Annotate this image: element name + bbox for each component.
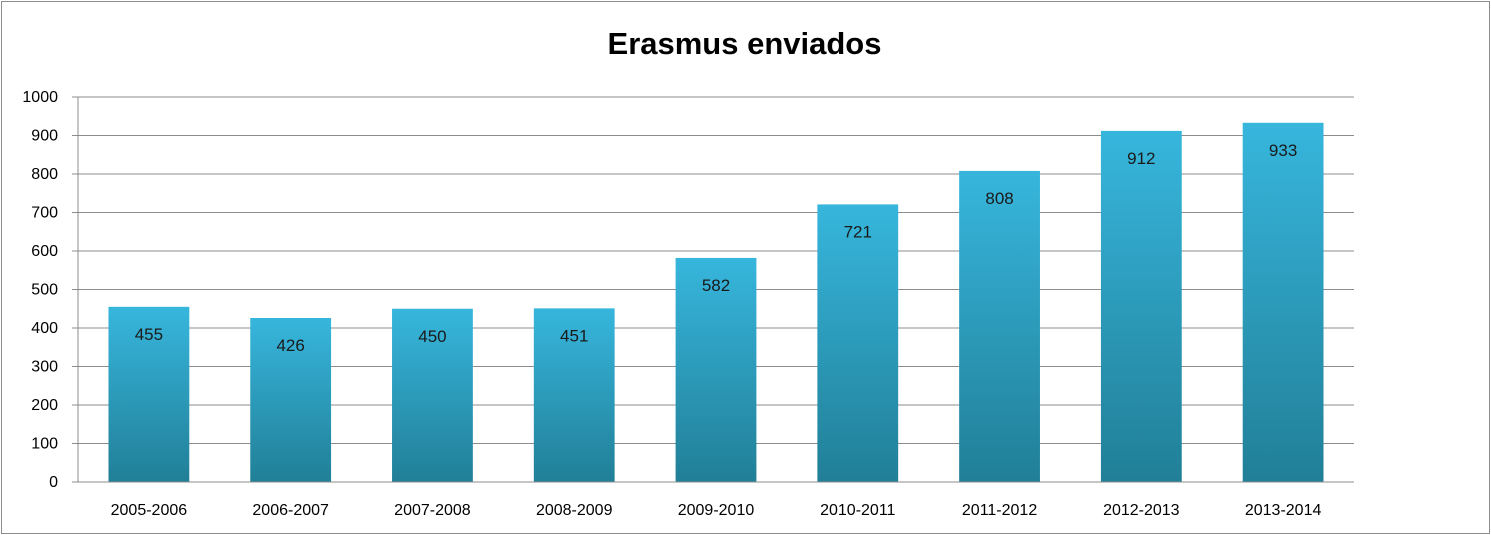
y-tick-label: 900 xyxy=(31,128,58,145)
bars xyxy=(108,122,1324,483)
data-label: 721 xyxy=(844,222,872,241)
data-label: 912 xyxy=(1127,149,1155,168)
bar xyxy=(1242,122,1324,483)
x-tick-label: 2010-2011 xyxy=(820,502,895,519)
y-tick-label: 500 xyxy=(31,282,58,299)
x-tick-label: 2007-2008 xyxy=(394,502,471,519)
data-label: 808 xyxy=(985,189,1013,208)
bar xyxy=(675,257,757,482)
x-tick-label: 2009-2010 xyxy=(678,502,755,519)
y-tick-label: 1000 xyxy=(22,89,58,106)
data-labels: 455 426 450 451 582 721 808 912 933 xyxy=(135,141,1298,355)
x-tick-label: 2011-2012 xyxy=(962,502,1037,519)
bar xyxy=(108,306,190,482)
bar xyxy=(817,204,899,483)
y-tick-label: 400 xyxy=(31,320,58,337)
y-tick-label: 200 xyxy=(31,397,58,414)
data-label: 450 xyxy=(418,327,446,346)
data-label: 451 xyxy=(560,326,588,345)
x-axis-tick-labels: 2005-2006 2006-2007 2007-2008 2008-2009 2009… xyxy=(111,502,1322,519)
x-tick-label: 2012-2013 xyxy=(1103,502,1180,519)
y-tick-label: 800 xyxy=(31,166,58,183)
bar xyxy=(959,170,1040,483)
bar xyxy=(392,308,473,482)
y-tick-label: 600 xyxy=(31,243,58,260)
x-tick-label: 2005-2006 xyxy=(111,502,188,519)
bar xyxy=(533,308,615,482)
bar xyxy=(250,317,332,482)
y-tick-label: 0 xyxy=(49,474,58,491)
x-tick-label: 2008-2009 xyxy=(536,502,613,519)
y-axis-tick-labels: 0 100 200 300 400 500 600 700 800 900 1000 xyxy=(22,89,58,491)
axes xyxy=(77,97,1354,483)
x-tick-label: 2006-2007 xyxy=(252,502,329,519)
chart-title: Erasmus enviados xyxy=(607,26,882,61)
y-tick-label: 100 xyxy=(31,436,58,453)
bar xyxy=(1100,130,1182,482)
data-label: 426 xyxy=(276,336,304,355)
x-tick-label: 2013-2014 xyxy=(1245,502,1322,519)
data-label: 455 xyxy=(135,325,163,344)
y-tick-label: 700 xyxy=(31,205,58,222)
y-tick-label: 300 xyxy=(31,359,58,376)
data-label: 933 xyxy=(1269,141,1297,160)
data-label: 582 xyxy=(702,276,730,295)
